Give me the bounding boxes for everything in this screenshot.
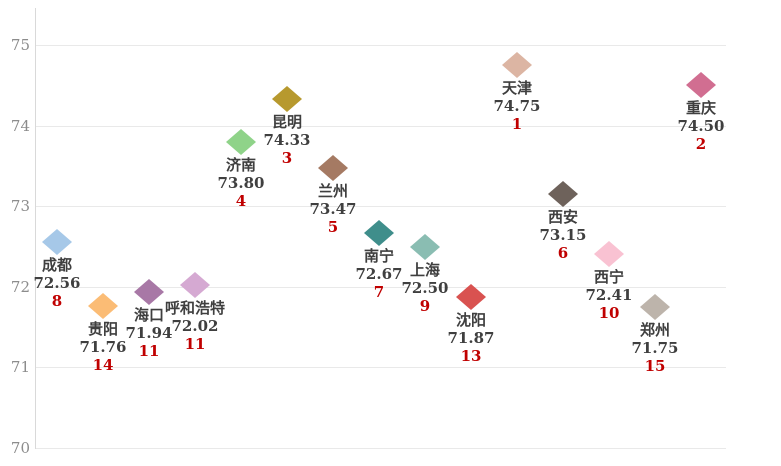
point-label: 沈阳 71.87 13 — [401, 311, 541, 365]
city-name-label: 海口 — [133, 306, 164, 324]
city-value-label: 73.15 — [539, 226, 587, 244]
y-axis-line — [35, 8, 36, 449]
diamond-marker[interactable] — [364, 220, 394, 246]
city-rank-label: 14 — [92, 356, 114, 374]
point-label: 郑州 71.75 15 — [585, 321, 725, 375]
city-rank-label: 11 — [184, 335, 206, 353]
city-value-label: 72.67 — [355, 265, 403, 283]
gridline-y-72 — [35, 287, 726, 288]
city-name-label: 成都 — [41, 256, 72, 274]
point-label: 成都 72.56 8 — [0, 256, 127, 310]
city-name-label: 兰州 — [317, 182, 348, 200]
city-value-label: 72.02 — [171, 317, 219, 335]
diamond-marker[interactable] — [594, 241, 624, 267]
city-name-label: 天津 — [501, 79, 532, 97]
city-rank-label: 9 — [419, 297, 431, 315]
gridline-y-74 — [35, 126, 726, 127]
diamond-marker[interactable] — [134, 279, 164, 305]
city-rank-label: 8 — [51, 292, 63, 310]
y-axis-tick-label: 74 — [10, 117, 30, 135]
city-name-label: 重庆 — [685, 99, 716, 117]
city-name-label: 上海 — [409, 261, 440, 279]
diamond-marker[interactable] — [42, 229, 72, 255]
city-rank-label: 10 — [598, 304, 620, 322]
city-value-label: 72.41 — [585, 286, 633, 304]
city-value-label: 74.75 — [493, 97, 541, 115]
city-value-label: 74.50 — [677, 117, 725, 135]
gridline-y-71 — [35, 367, 726, 368]
city-name-label: 西安 — [547, 208, 578, 226]
city-name-label: 呼和浩特 — [164, 299, 225, 317]
diamond-marker[interactable] — [272, 86, 302, 112]
gridline-y-73 — [35, 206, 726, 207]
diamond-marker[interactable] — [410, 234, 440, 260]
city-name-label: 沈阳 — [455, 311, 486, 329]
point-label: 西安 73.15 6 — [493, 208, 633, 262]
point-label: 呼和浩特 72.02 11 — [125, 299, 265, 353]
y-axis-tick-label: 71 — [10, 358, 30, 376]
city-rank-label: 1 — [511, 115, 523, 133]
point-label: 兰州 73.47 5 — [263, 182, 403, 236]
city-name-label: 西宁 — [593, 268, 624, 286]
y-axis-tick-label: 73 — [10, 197, 30, 215]
city-value-label: 72.56 — [33, 274, 81, 292]
city-value-label: 73.47 — [309, 200, 357, 218]
city-value-label: 71.94 — [125, 324, 173, 342]
city-value-label: 71.76 — [79, 338, 127, 356]
point-label: 南宁 72.67 7 — [309, 247, 449, 301]
city-rank-label: 3 — [281, 149, 293, 167]
y-axis-tick-label: 72 — [10, 278, 30, 296]
point-label: 上海 72.50 9 — [355, 261, 495, 315]
y-axis-tick-label: 70 — [10, 439, 30, 457]
city-rank-label: 2 — [695, 135, 707, 153]
point-label: 海口 71.94 11 — [79, 306, 219, 360]
city-value-label: 74.33 — [263, 131, 311, 149]
diamond-marker[interactable] — [686, 72, 716, 98]
y-axis-tick-label: 75 — [10, 36, 30, 54]
city-name-label: 南宁 — [363, 247, 394, 265]
diamond-marker[interactable] — [88, 293, 118, 319]
point-label: 重庆 74.50 2 — [631, 99, 771, 153]
point-label: 济南 73.80 4 — [171, 156, 311, 210]
city-rank-label: 13 — [460, 347, 482, 365]
city-rank-label: 15 — [644, 357, 666, 375]
diamond-marker[interactable] — [548, 181, 578, 207]
diamond-marker[interactable] — [318, 155, 348, 181]
gridline-y-75 — [35, 45, 726, 46]
city-name-label: 济南 — [225, 156, 256, 174]
city-name-label: 贵阳 — [87, 320, 118, 338]
city-rank-label: 6 — [557, 244, 569, 262]
city-name-label: 昆明 — [271, 113, 302, 131]
city-value-label: 71.87 — [447, 329, 495, 347]
city-value-label: 72.50 — [401, 279, 449, 297]
city-value-label: 73.80 — [217, 174, 265, 192]
diamond-marker[interactable] — [226, 129, 256, 155]
city-rank-label: 4 — [235, 192, 247, 210]
city-rank-label: 7 — [373, 283, 385, 301]
diamond-marker[interactable] — [180, 272, 210, 298]
city-value-label: 71.75 — [631, 339, 679, 357]
city-name-label: 郑州 — [639, 321, 670, 339]
diamond-marker[interactable] — [640, 294, 670, 320]
diamond-marker[interactable] — [456, 284, 486, 310]
point-label: 天津 74.75 1 — [447, 79, 587, 133]
point-label: 贵阳 71.76 14 — [33, 320, 173, 374]
point-label: 昆明 74.33 3 — [217, 113, 357, 167]
city-rank-label: 5 — [327, 218, 339, 236]
gridline-y-70 — [35, 448, 726, 449]
city-rank-label: 11 — [138, 342, 160, 360]
point-label: 西宁 72.41 10 — [539, 268, 679, 322]
diamond-marker[interactable] — [502, 52, 532, 78]
